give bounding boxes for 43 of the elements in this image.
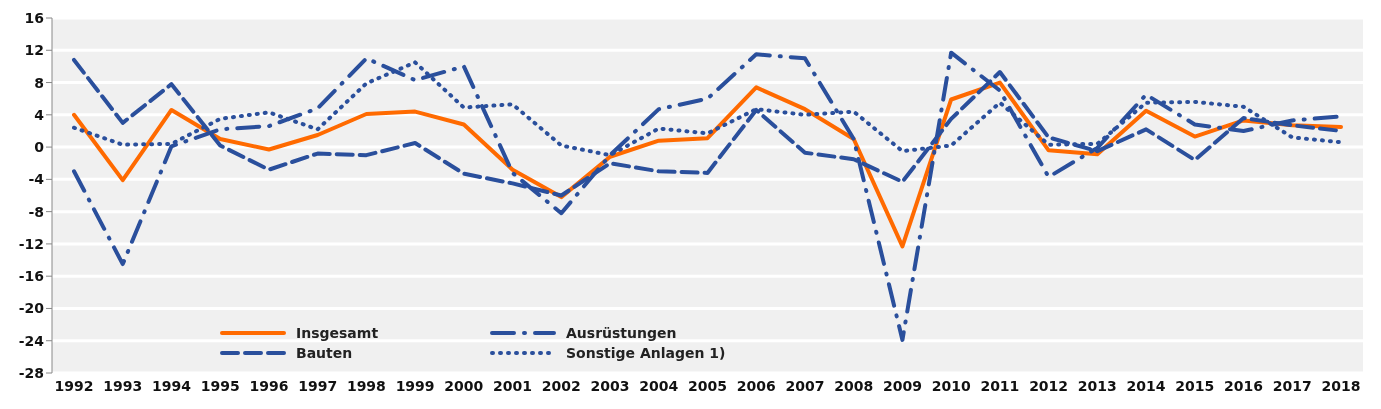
legend-label: Bauten xyxy=(296,345,353,361)
x-tick-label: 1996 xyxy=(249,377,289,394)
y-tick-label: 8 xyxy=(34,74,44,91)
x-tick-label: 1994 xyxy=(151,377,192,394)
x-tick-label: 1992 xyxy=(54,377,94,394)
y-tick-label: 0 xyxy=(34,139,45,156)
y-tick-label: -24 xyxy=(18,332,45,349)
x-tick-label: 2003 xyxy=(590,377,630,394)
y-tick-label: -16 xyxy=(18,268,44,285)
y-tick-label: 16 xyxy=(24,9,44,26)
legend-label: Ausrüstungen xyxy=(566,325,677,341)
x-tick-label: 2010 xyxy=(931,377,971,394)
x-tick-label: 2007 xyxy=(785,377,825,394)
x-tick-label: 2002 xyxy=(541,377,581,394)
x-tick-label: 2009 xyxy=(882,377,922,394)
x-tick-label: 2014 xyxy=(1126,377,1166,394)
x-tick-label: 1993 xyxy=(103,377,143,394)
y-tick-label: -20 xyxy=(18,300,45,317)
x-tick-label: 2008 xyxy=(834,377,874,394)
x-tick-label: 2013 xyxy=(1077,377,1117,394)
x-tick-label: 1999 xyxy=(395,377,435,394)
y-tick-label: 4 xyxy=(34,106,45,123)
x-tick-label: 2015 xyxy=(1175,377,1215,394)
x-tick-label: 2016 xyxy=(1224,377,1264,394)
x-tick-label: 2011 xyxy=(980,377,1020,394)
y-tick-label: -28 xyxy=(18,364,44,381)
x-tick-label: 2001 xyxy=(493,377,533,394)
x-tick-label: 2012 xyxy=(1029,377,1069,394)
y-tick-label: -8 xyxy=(28,203,44,220)
x-tick-label: 2004 xyxy=(639,377,679,394)
legend-label: Insgesamt xyxy=(296,325,379,341)
x-tick-label: 2000 xyxy=(444,377,484,394)
x-tick-label: 2017 xyxy=(1272,377,1312,394)
x-tick-label: 2018 xyxy=(1321,377,1361,394)
x-tick-label: 2005 xyxy=(688,377,727,394)
x-tick-label: 1995 xyxy=(200,377,240,394)
x-tick-label: 1998 xyxy=(346,377,386,394)
y-tick-label: 12 xyxy=(24,42,44,59)
legend-label: Sonstige Anlagen 1) xyxy=(566,345,726,361)
x-tick-label: 2006 xyxy=(736,377,776,394)
y-tick-label: -12 xyxy=(18,235,44,252)
y-tick-label: -4 xyxy=(28,171,45,188)
x-tick-label: 1997 xyxy=(298,377,338,394)
